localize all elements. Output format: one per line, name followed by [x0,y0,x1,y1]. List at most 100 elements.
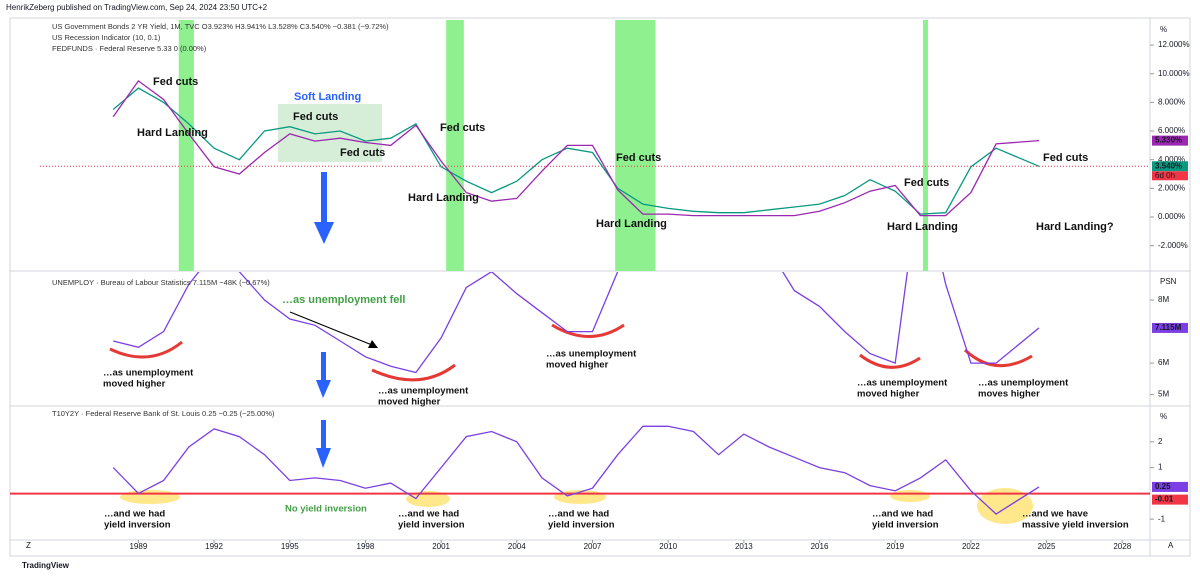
annotation: yield inversion [548,520,615,531]
axis-unit: PSN [1160,277,1177,286]
y-tick-label: 10.000% [1158,69,1190,78]
auto-button[interactable]: A [1168,541,1174,550]
x-tick-label: 2010 [659,542,677,551]
soft-landing-box [278,104,382,162]
x-tick-label: 2016 [811,542,829,551]
legend-entry: FEDFUNDS · Federal Reserve 5.33 0 (0.00%… [52,44,207,53]
annotation: …and we have [1022,509,1088,520]
brand: TradingView [22,561,70,570]
y-tick-label: 8.000% [1158,97,1185,106]
annotation: …and we had [872,509,933,520]
recession-band [178,20,194,271]
reference-label: -0.01 [1155,495,1174,504]
annotation: Hard Landing [137,127,208,139]
x-tick-label: 2013 [735,542,753,551]
arrow-shaft [321,352,326,380]
legend-entry: US Government Bonds 2 YR Yield, 1M, TVC … [52,22,389,31]
x-tick-label: 2028 [1113,542,1131,551]
annotation: moved higher [546,360,609,371]
annotation: Fed cuts [293,111,338,123]
y-tick-label: 12.000% [1158,40,1190,49]
annotation: yield inversion [398,520,465,531]
recession-band [446,20,464,271]
annotation: Fed cuts [340,147,385,159]
publisher: HenrikZeberg published on TradingView.co… [6,3,268,12]
arc [371,363,456,382]
annotation: Fed cuts [1043,152,1088,164]
annotation: …as unemployment [978,378,1069,389]
y-tick-label: 0.000% [1158,212,1185,221]
unemployment-arcs [109,323,1033,382]
arrow-head [316,448,331,468]
y-tick-label: -2.000% [1158,241,1188,250]
annotation: No yield inversion [285,504,367,515]
annotation: …as unemployment [857,378,948,389]
annotation: moved higher [378,397,441,408]
scale-button[interactable]: Z [26,541,31,550]
last-value-box [1152,322,1188,333]
annotation: …as unemployment fell [282,294,405,306]
arrows [314,172,334,468]
last-value-box [1152,135,1188,146]
annotation: moved higher [857,389,920,400]
recession-band [615,20,656,271]
axis-unit: % [1160,412,1167,421]
y-tick-label: 2 [1158,437,1163,446]
annotation: …and we had [548,509,609,520]
highlight [890,490,930,502]
series-group [112,79,1040,217]
annotation: Hard Landing [408,192,479,204]
reference-box [1152,494,1188,505]
x-tick-label: 1992 [205,542,223,551]
series-line [112,79,1040,217]
legend-entry: T10Y2Y · Federal Reserve Bank of St. Lou… [52,409,275,418]
x-tick-label: 2025 [1038,542,1056,551]
x-tick-label: 2022 [962,542,980,551]
annotation: …and we had [398,509,459,520]
annotation: yield inversion [872,520,939,531]
x-tick-label: 1995 [281,542,299,551]
annotation: Fed cuts [440,122,485,134]
highlight [120,490,180,504]
frame [9,17,1191,557]
x-tick-label: 1998 [357,542,375,551]
annotation: moves higher [978,389,1040,400]
annotation: …as unemployment [103,368,194,379]
arrow-head [316,380,331,398]
series-line [112,425,1040,515]
fell-arrow-head [368,340,378,348]
recession-band [922,20,928,271]
arc [859,353,921,369]
y-tick-label: 4.000% [1158,155,1185,164]
arc [963,348,1033,368]
legend-entry: US Recession Indicator (10, 0.1) [52,33,161,42]
highlight [406,491,450,507]
y-tick-label: 6M [1158,358,1169,367]
annotation: Hard Landing [596,218,667,230]
annotation: moved higher [103,379,166,390]
y-tick-label: -1 [1158,514,1166,523]
series-group [112,425,1040,515]
x-tick-label: 2007 [584,542,602,551]
last-value-label: 5.330% [1155,136,1182,145]
last-value-label: 0.25 [1155,482,1171,491]
annotation: Hard Landing [887,221,958,233]
arrow-shaft [321,172,327,222]
annotation: Hard Landing? [1036,221,1114,233]
last-value-box [1152,161,1188,172]
annotation: Fed cuts [904,177,949,189]
annotation: massive yield inversion [1022,520,1129,531]
y-tick-label: 8M [1158,295,1169,304]
series-line [112,87,1040,215]
annotation: Fed cuts [153,76,198,88]
arc [551,323,625,338]
fell-arrow [289,311,373,346]
last-value-box [1152,481,1188,492]
arrow-head [314,222,334,244]
y-tick-label: 2.000% [1158,183,1185,192]
y-tick-label: 5M [1158,390,1169,399]
highlight [977,488,1033,524]
